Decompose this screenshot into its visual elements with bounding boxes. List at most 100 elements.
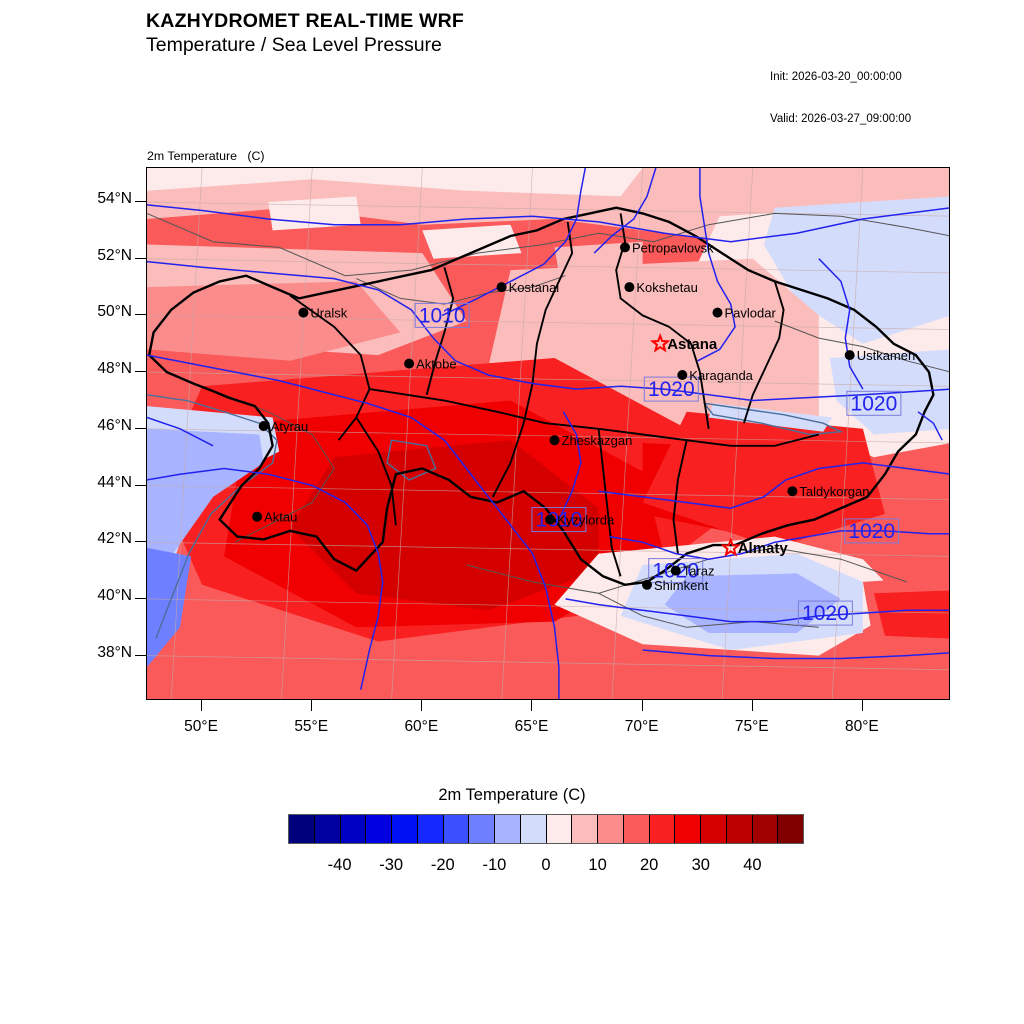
city-marker[interactable]: Zheskazgan bbox=[549, 433, 633, 448]
graticule-parallel bbox=[147, 655, 949, 671]
graticule-meridian bbox=[170, 168, 203, 699]
graticule-meridian bbox=[391, 168, 423, 699]
temperature-region bbox=[290, 440, 599, 611]
graticule-parallel bbox=[147, 315, 949, 330]
lon-tick-label: 80°E bbox=[844, 718, 879, 735]
colorbar[interactable] bbox=[288, 814, 804, 844]
city-dot-icon bbox=[496, 282, 507, 293]
isobar-line bbox=[917, 411, 943, 441]
capital-star-icon bbox=[649, 333, 671, 353]
colorbar-title: 2m Temperature (C) bbox=[438, 786, 586, 804]
city-marker[interactable]: Ustkamen bbox=[844, 348, 916, 363]
weather-map[interactable]: 1010102010201020101010201020Petropavlovs… bbox=[146, 167, 950, 700]
colorbar-ticks: -40 -30 -20 -10 0 10 20 30 40 bbox=[288, 856, 804, 880]
city-label: Taldykorgan bbox=[799, 484, 869, 499]
city-marker[interactable]: Taldykorgan bbox=[787, 484, 870, 499]
city-marker[interactable]: Kyzylorda bbox=[545, 513, 615, 528]
isobar-line bbox=[147, 354, 560, 699]
graticule-parallel bbox=[147, 258, 949, 274]
temperature-region bbox=[147, 428, 264, 642]
isobar-contours bbox=[147, 168, 949, 699]
oblast-border bbox=[355, 416, 397, 526]
lon-tick-mark bbox=[641, 700, 643, 711]
graticule-parallel bbox=[147, 598, 949, 614]
isobar-line bbox=[598, 462, 949, 509]
colorbar-tick-label: 40 bbox=[743, 856, 762, 874]
city-marker[interactable]: Pavlodar bbox=[712, 306, 777, 321]
city-dot-icon bbox=[670, 565, 681, 576]
temperature-region bbox=[763, 196, 949, 344]
colorbar-segment bbox=[520, 815, 547, 843]
isobar-line bbox=[697, 168, 736, 362]
city-marker[interactable]: Shimkent bbox=[642, 578, 709, 593]
city-label: Shimkent bbox=[654, 578, 709, 593]
temperature-region bbox=[708, 403, 833, 432]
isobar-line bbox=[818, 258, 864, 390]
city-marker[interactable]: Aktau bbox=[252, 510, 297, 525]
colorbar-segment bbox=[623, 815, 650, 843]
isobar-labels: 1010102010201020101010201020 bbox=[414, 302, 902, 626]
city-marker[interactable]: Taraz bbox=[670, 564, 715, 579]
city-label: Kokshetau bbox=[636, 280, 697, 295]
oblast-border bbox=[598, 427, 820, 447]
lat-tick-label: 50°N bbox=[97, 303, 132, 321]
isobar-label-box bbox=[643, 376, 699, 402]
colorbar-segment bbox=[675, 815, 701, 843]
colorbar-segment bbox=[417, 815, 444, 843]
oblast-border bbox=[672, 439, 688, 554]
oblast-border bbox=[369, 388, 599, 430]
city-dot-icon bbox=[712, 307, 723, 318]
kazakhstan-border bbox=[147, 206, 935, 587]
graticule-meridian bbox=[611, 168, 643, 699]
graticule-meridian bbox=[281, 168, 313, 699]
lon-tick-mark bbox=[531, 700, 533, 711]
city-marker[interactable]: Astana bbox=[649, 333, 718, 353]
city-dot-icon bbox=[549, 435, 560, 446]
isobar-line bbox=[642, 649, 949, 660]
valid-timestamp: Valid: 2026-03-27_09:00:00 bbox=[770, 113, 912, 125]
graticule-parallel bbox=[147, 541, 949, 557]
colorbar-tick-label: 0 bbox=[541, 856, 551, 874]
admin-boundary bbox=[774, 320, 949, 373]
city-marker[interactable]: Karaganda bbox=[677, 368, 754, 383]
caspian-shoreline bbox=[147, 394, 278, 639]
city-marker[interactable]: Kostanai bbox=[496, 280, 560, 295]
field-label-temperature: 2m Temperature (C) bbox=[147, 149, 265, 163]
lat-tick-label: 54°N bbox=[97, 190, 132, 208]
city-dot-icon bbox=[624, 282, 635, 293]
city-label: Pavlodar bbox=[725, 306, 777, 321]
isobar-label-text: 1010 bbox=[419, 304, 466, 327]
oblast-border bbox=[615, 213, 710, 429]
city-label: Uralsk bbox=[310, 306, 347, 321]
lat-tick-mark bbox=[135, 597, 146, 599]
graticule-parallel bbox=[147, 201, 949, 217]
isobar-label-box bbox=[414, 302, 470, 328]
colorbar-segment bbox=[366, 815, 392, 843]
graticule-parallel bbox=[147, 428, 949, 444]
city-dot-icon bbox=[252, 511, 263, 522]
graticule-parallel bbox=[147, 371, 949, 387]
graticule-meridian bbox=[831, 168, 864, 699]
city-dot-icon bbox=[258, 421, 269, 431]
colorbar-segment bbox=[649, 815, 676, 843]
isobar-label-box bbox=[846, 390, 902, 416]
init-timestamp: Init: 2026-03-20_00:00:00 bbox=[770, 71, 902, 83]
city-marker[interactable]: Petropavlovsk bbox=[620, 240, 714, 255]
colorbar-segment bbox=[701, 815, 727, 843]
page-title: KAZHYDROMET REAL-TIME WRF Temperature / … bbox=[146, 10, 464, 57]
isobar-line bbox=[441, 168, 587, 317]
isobar-line bbox=[565, 598, 949, 623]
isobar-line bbox=[558, 411, 582, 520]
lat-tick-label: 42°N bbox=[97, 530, 132, 548]
city-marker[interactable]: Atyrau bbox=[258, 419, 309, 434]
city-marker[interactable]: Kokshetau bbox=[624, 280, 698, 295]
admin-boundary bbox=[356, 275, 566, 305]
city-marker[interactable]: Uralsk bbox=[298, 306, 348, 321]
temperature-region bbox=[147, 281, 401, 361]
city-markers: Petropavlovsk Kostanai Kokshetau Pavlodar Ur… bbox=[252, 240, 916, 593]
city-dot-icon bbox=[404, 358, 415, 369]
graticule-parallel bbox=[147, 485, 949, 501]
city-marker[interactable]: Almaty bbox=[720, 537, 789, 557]
city-label: Almaty bbox=[738, 540, 789, 557]
city-marker[interactable]: Aktobe bbox=[404, 357, 457, 372]
